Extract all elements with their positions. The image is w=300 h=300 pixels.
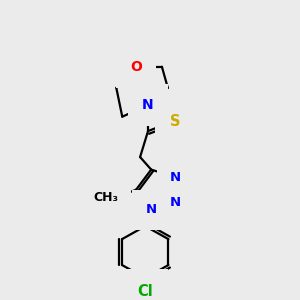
Text: Cl: Cl [137,284,153,299]
Text: N: N [170,171,181,184]
Text: CH₃: CH₃ [93,191,118,204]
Text: N: N [170,196,181,208]
Text: N: N [142,98,154,112]
Text: S: S [169,114,180,129]
Text: O: O [130,60,142,74]
Text: N: N [146,203,157,216]
